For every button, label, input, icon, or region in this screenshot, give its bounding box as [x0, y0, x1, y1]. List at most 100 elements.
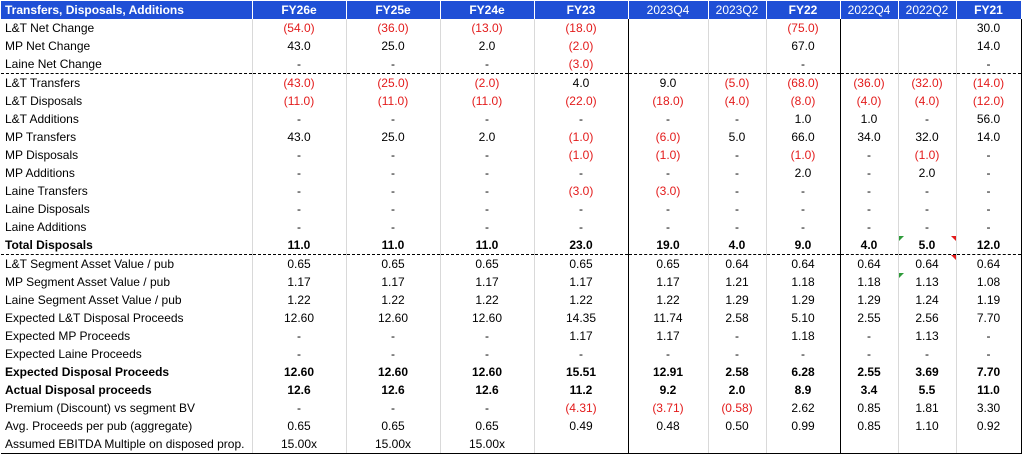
- table-cell[interactable]: (12.0): [956, 92, 1022, 110]
- header-fy21[interactable]: FY21: [956, 1, 1022, 19]
- table-cell[interactable]: [628, 37, 709, 55]
- row-label[interactable]: Laine Net Change: [1, 55, 253, 74]
- header-2023q2[interactable]: 2023Q2: [708, 1, 767, 19]
- table-cell[interactable]: 2.58: [708, 309, 767, 327]
- table-cell[interactable]: -: [956, 55, 1022, 74]
- table-cell[interactable]: 0.65: [534, 254, 629, 273]
- table-cell[interactable]: 1.17: [346, 273, 441, 291]
- table-cell[interactable]: 12.60: [251, 309, 347, 327]
- table-cell[interactable]: 1.29: [840, 291, 899, 309]
- table-cell[interactable]: -: [766, 55, 841, 74]
- table-cell[interactable]: [840, 55, 899, 74]
- table-cell[interactable]: -: [346, 200, 441, 218]
- table-cell[interactable]: -: [898, 345, 957, 363]
- table-cell[interactable]: -: [628, 110, 709, 128]
- table-cell[interactable]: 0.92: [956, 417, 1022, 435]
- row-label[interactable]: MP Transfers: [1, 128, 253, 146]
- table-cell[interactable]: 15.00x: [251, 435, 347, 454]
- table-cell[interactable]: 34.0: [840, 128, 899, 146]
- table-cell[interactable]: 19.0: [628, 236, 709, 255]
- table-cell[interactable]: -: [440, 399, 535, 417]
- table-cell[interactable]: -: [898, 182, 957, 200]
- table-cell[interactable]: 1.21: [708, 273, 767, 291]
- table-cell[interactable]: -: [346, 399, 441, 417]
- table-cell[interactable]: 0.65: [628, 254, 709, 273]
- table-cell[interactable]: 5.5: [898, 381, 957, 399]
- table-cell[interactable]: 5.10: [766, 309, 841, 327]
- table-cell[interactable]: 14.35: [534, 309, 629, 327]
- header-fy23[interactable]: FY23: [534, 1, 629, 19]
- table-cell[interactable]: 25.0: [346, 128, 441, 146]
- table-cell[interactable]: 2.58: [708, 363, 767, 381]
- table-cell[interactable]: 1.17: [251, 273, 347, 291]
- table-cell[interactable]: [766, 435, 841, 454]
- table-cell[interactable]: 1.22: [440, 291, 535, 309]
- table-cell[interactable]: 3.30: [956, 399, 1022, 417]
- row-label[interactable]: Expected Disposal Proceeds: [1, 363, 253, 381]
- table-cell[interactable]: (3.0): [628, 182, 709, 200]
- table-cell[interactable]: 1.17: [628, 273, 709, 291]
- table-cell[interactable]: -: [251, 200, 347, 218]
- table-cell[interactable]: [534, 435, 629, 454]
- table-cell[interactable]: 8.9: [766, 381, 841, 399]
- table-cell[interactable]: [708, 435, 767, 454]
- table-cell[interactable]: [956, 435, 1022, 454]
- table-cell[interactable]: 2.0: [766, 164, 841, 182]
- table-cell[interactable]: -: [346, 345, 441, 363]
- table-cell[interactable]: -: [251, 110, 347, 128]
- table-cell[interactable]: 0.64: [840, 254, 899, 273]
- table-cell[interactable]: 56.0: [956, 110, 1022, 128]
- table-cell[interactable]: -: [534, 345, 629, 363]
- row-label[interactable]: MP Net Change: [1, 37, 253, 55]
- table-cell[interactable]: (22.0): [534, 92, 629, 110]
- table-cell[interactable]: 30.0: [956, 19, 1022, 37]
- table-cell[interactable]: (68.0): [766, 73, 841, 92]
- header-2022q2[interactable]: 2022Q2: [898, 1, 957, 19]
- table-cell[interactable]: 1.13: [898, 327, 957, 345]
- table-cell[interactable]: 7.70: [956, 309, 1022, 327]
- table-cell[interactable]: [708, 37, 767, 55]
- table-cell[interactable]: -: [840, 200, 899, 218]
- table-cell[interactable]: 2.62: [766, 399, 841, 417]
- table-cell[interactable]: 1.18: [766, 327, 841, 345]
- table-cell[interactable]: 0.85: [840, 417, 899, 435]
- row-label[interactable]: Expected MP Proceeds: [1, 327, 253, 345]
- table-cell[interactable]: (4.31): [534, 399, 629, 417]
- table-cell[interactable]: 3.4: [840, 381, 899, 399]
- row-label[interactable]: Actual Disposal proceeds: [1, 381, 253, 399]
- table-cell[interactable]: 0.65: [440, 417, 535, 435]
- table-cell[interactable]: (6.0): [628, 128, 709, 146]
- table-cell[interactable]: 11.2: [534, 381, 629, 399]
- table-cell[interactable]: [840, 435, 899, 454]
- table-cell[interactable]: 1.18: [766, 273, 841, 291]
- table-cell[interactable]: 12.60: [440, 363, 535, 381]
- table-cell[interactable]: -: [251, 164, 347, 182]
- table-cell[interactable]: 11.0: [346, 236, 441, 255]
- row-label[interactable]: MP Disposals: [1, 146, 253, 164]
- table-cell[interactable]: -: [628, 200, 709, 218]
- table-cell[interactable]: (18.0): [628, 92, 709, 110]
- table-cell[interactable]: 12.60: [251, 363, 347, 381]
- table-cell[interactable]: 6.28: [766, 363, 841, 381]
- table-cell[interactable]: -: [840, 327, 899, 345]
- table-cell[interactable]: -: [708, 182, 767, 200]
- table-cell[interactable]: -: [708, 110, 767, 128]
- row-label[interactable]: Laine Disposals: [1, 200, 253, 218]
- table-cell[interactable]: (2.0): [534, 37, 629, 55]
- table-cell[interactable]: 1.17: [534, 273, 629, 291]
- table-cell[interactable]: 1.08: [956, 273, 1022, 291]
- row-label[interactable]: L&T Transfers: [1, 73, 253, 92]
- table-cell[interactable]: 0.64: [766, 254, 841, 273]
- table-cell[interactable]: 9.2: [628, 381, 709, 399]
- table-cell[interactable]: -: [534, 110, 629, 128]
- table-cell[interactable]: [898, 435, 957, 454]
- table-cell[interactable]: 5.0: [708, 128, 767, 146]
- table-cell[interactable]: 2.56: [898, 309, 957, 327]
- table-cell[interactable]: 4.0: [840, 236, 899, 255]
- table-cell[interactable]: 0.65: [251, 417, 347, 435]
- table-cell[interactable]: 32.0: [898, 128, 957, 146]
- table-cell[interactable]: 1.22: [534, 291, 629, 309]
- table-cell[interactable]: [708, 55, 767, 74]
- table-cell[interactable]: (1.0): [766, 146, 841, 164]
- table-cell[interactable]: 9.0: [628, 73, 709, 92]
